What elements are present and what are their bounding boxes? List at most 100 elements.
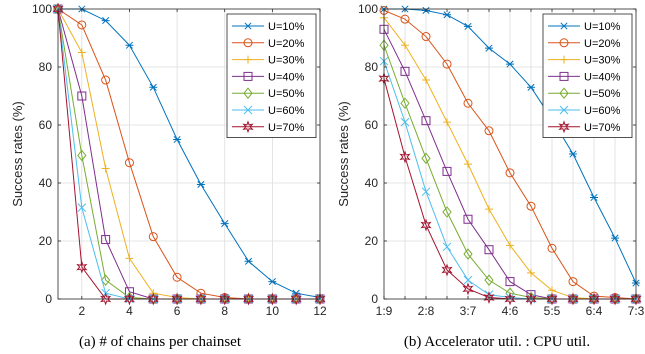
data-point [505, 277, 515, 287]
y-tick-label: 100 [358, 2, 378, 16]
legend-box [226, 13, 317, 138]
x-tick-label: 7:3 [628, 304, 645, 318]
data-point [569, 150, 577, 158]
legend-label: U=70% [268, 122, 305, 134]
legend-entry: U=70% [548, 120, 621, 134]
data-point [244, 257, 253, 265]
data-point [442, 242, 452, 252]
legend-entry: U=60% [232, 105, 305, 117]
y-tick-label: 0 [45, 292, 52, 306]
data-point [242, 292, 255, 306]
legend-label: U=20% [584, 38, 621, 50]
x-tick-label: 6:4 [586, 304, 603, 318]
legend-marker [559, 71, 569, 81]
x-tick-label: 2 [78, 304, 85, 318]
data-point [125, 254, 134, 263]
data-point [399, 150, 411, 164]
data-point [149, 83, 158, 91]
legend-label: U=40% [268, 71, 305, 83]
data-point [506, 60, 514, 68]
data-point [590, 193, 598, 202]
data-point [420, 218, 432, 232]
y-axis-label: Success rates (%) [336, 101, 351, 206]
x-tick-label: 4:6 [502, 304, 519, 318]
x-tick-label: 12 [313, 304, 327, 318]
data-point [172, 272, 182, 282]
data-point [219, 292, 231, 306]
legend-marker [243, 71, 253, 81]
data-point [147, 292, 159, 306]
x-tick-label: 6 [174, 304, 181, 318]
legend-marker [560, 55, 568, 64]
legend-entry: U=20% [232, 38, 305, 50]
data-point [421, 187, 431, 197]
data-point [77, 203, 87, 213]
x-tick-label: 2:8 [418, 304, 435, 318]
data-point [485, 44, 493, 52]
legend-label: U=20% [268, 38, 305, 50]
data-point [314, 292, 326, 306]
data-point [483, 291, 495, 305]
data-point [464, 160, 472, 169]
data-point [485, 205, 493, 214]
data-point [547, 243, 557, 253]
legend-label: U=60% [584, 105, 621, 117]
data-point [527, 268, 535, 277]
data-point [196, 180, 205, 189]
data-point [567, 292, 579, 306]
legend: U=10% U=20% U=30% U=40% U=50% U=60% U=70% [542, 13, 633, 138]
y-tick-label: 100 [32, 2, 52, 16]
legend-marker [243, 38, 253, 48]
legend-marker [559, 38, 569, 48]
data-point [77, 91, 87, 101]
data-point [148, 232, 158, 242]
data-point [443, 11, 451, 19]
legend-label: U=70% [584, 122, 621, 134]
data-point [422, 76, 430, 85]
data-point [630, 292, 642, 306]
data-point [400, 14, 410, 24]
legend-entry: U=10% [232, 21, 305, 33]
data-point [463, 214, 473, 224]
legend-entry: U=20% [548, 38, 621, 50]
y-tick-label: 80 [365, 60, 379, 74]
legend-label: U=50% [584, 88, 621, 100]
legend-box [542, 13, 633, 138]
legend-marker [558, 120, 570, 134]
y-tick-label: 80 [39, 60, 53, 74]
legend-marker [243, 87, 253, 100]
legend-label: U=30% [584, 55, 621, 67]
legend-entry: U=50% [548, 87, 621, 100]
legend-label: U=10% [584, 21, 621, 33]
data-point [101, 75, 111, 85]
y-tick-label: 60 [365, 118, 379, 132]
grid [58, 9, 320, 299]
data-point [400, 117, 410, 127]
data-point [588, 292, 600, 306]
data-point [290, 292, 302, 306]
data-point [124, 287, 134, 297]
legend-entry: U=30% [548, 55, 621, 67]
legend-entry: U=40% [548, 71, 621, 83]
legend-entry: U=30% [232, 55, 305, 67]
data-point [484, 126, 494, 136]
data-point [443, 118, 451, 127]
data-point [441, 263, 453, 277]
data-point [462, 282, 474, 296]
data-point [484, 274, 494, 286]
data-point [101, 235, 111, 245]
data-point [123, 292, 136, 306]
legend-entry: U=50% [232, 87, 305, 100]
legend-marker [244, 22, 252, 30]
data-point [77, 48, 86, 57]
data-point [400, 97, 410, 110]
data-point [195, 292, 207, 306]
data-point [505, 168, 515, 178]
y-axis-label: Success rates (%) [10, 101, 25, 206]
data-point [401, 41, 409, 50]
panel-caption: (a) # of chains per chainset [79, 334, 242, 350]
legend-marker [243, 105, 253, 115]
data-point [268, 278, 277, 286]
legend-marker [559, 87, 569, 100]
